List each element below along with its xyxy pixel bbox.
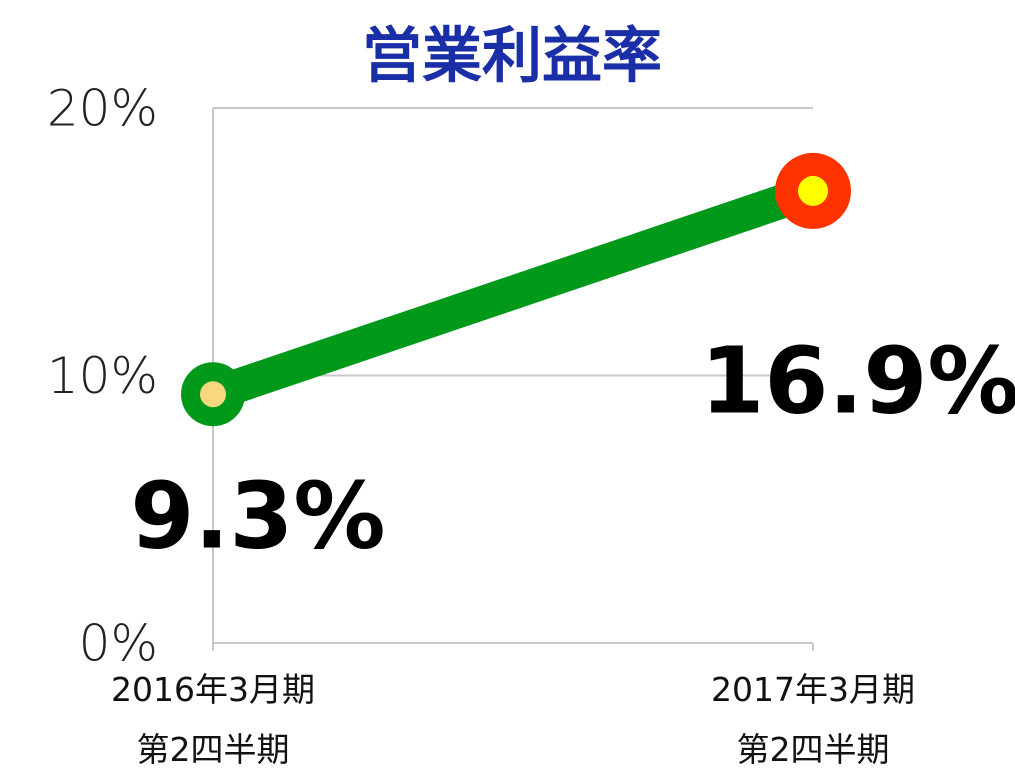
y-tick-label: 0% (79, 615, 158, 673)
x-tick-label: 2017年3月期 第2四半期 (711, 670, 915, 769)
x-tick-label: 2016年3月期 第2四半期 (111, 670, 315, 769)
marker-center (798, 175, 828, 206)
line (196, 173, 830, 412)
data-label: 16.9% (700, 327, 1015, 434)
y-tick-label: 20% (47, 80, 158, 138)
data-label: 9.3% (130, 463, 385, 570)
chart-title: 営業利益率 (362, 22, 662, 92)
marker-center (200, 381, 226, 408)
y-tick-label: 10% (47, 347, 158, 405)
